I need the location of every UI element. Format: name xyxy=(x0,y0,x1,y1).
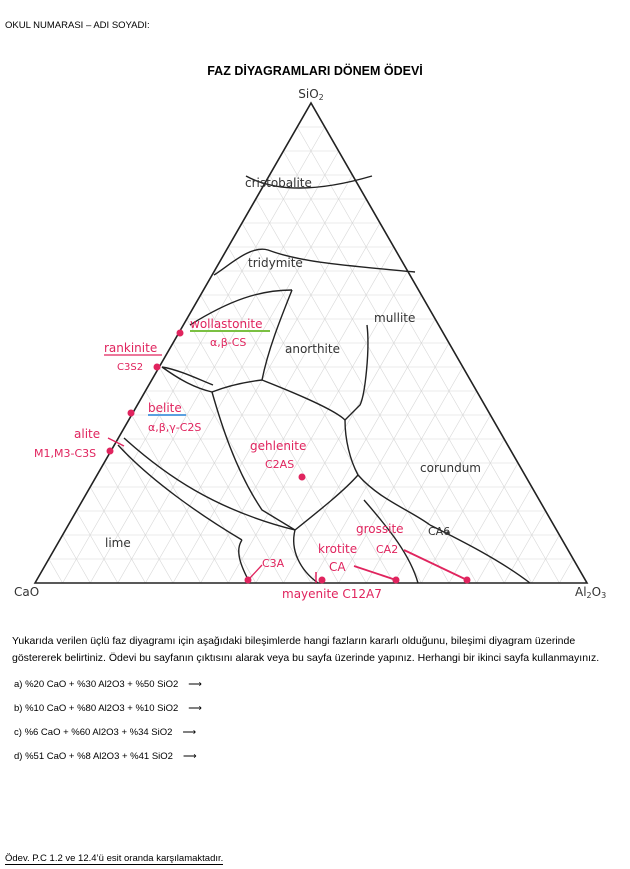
phase-boundaries xyxy=(117,175,531,584)
label-rankinite-sub: C3S2 xyxy=(117,362,143,373)
label-belite-sub: α,β,γ-C2S xyxy=(148,421,201,434)
label-wollastonite: wollastonite xyxy=(190,317,263,331)
label-ca2: CA2 xyxy=(376,543,398,556)
ca-line xyxy=(353,565,397,581)
label-alite: alite xyxy=(74,427,100,441)
question-c: c) %6 CaO + %60 Al2O3 + %34 SiO2 ⟶ xyxy=(14,727,197,738)
ternary-phase-diagram: SiO2 CaO Al2O3 cristobalite tridymite mu… xyxy=(14,87,606,601)
label-c3a: C3A xyxy=(262,557,285,570)
question-b: b) %10 CaO + %80 Al2O3 + %10 SiO2 ⟶ xyxy=(14,703,202,714)
diagram-grid xyxy=(48,126,574,583)
label-belite: belite xyxy=(148,401,182,415)
label-rankinite: rankinite xyxy=(104,341,157,355)
label-ca: CA xyxy=(329,560,346,574)
vertex-label-cao: CaO xyxy=(14,585,39,599)
point-ca6 xyxy=(446,531,450,535)
point-c3a xyxy=(244,576,252,584)
label-krotite: krotite xyxy=(318,542,357,556)
point-gehlenite xyxy=(298,473,306,481)
label-grossite: grossite xyxy=(356,522,404,536)
point-mayenite xyxy=(318,576,326,584)
question-d: d) %51 CaO + %8 Al2O3 + %41 SiO2 ⟶ xyxy=(14,751,197,762)
phase-corundum: corundum xyxy=(420,461,481,475)
point-belite xyxy=(127,409,135,417)
label-gehlenite: gehlenite xyxy=(250,439,306,453)
label-mayenite: mayenite C12A7 xyxy=(282,587,382,601)
label-gehlenite-sub: C2AS xyxy=(265,458,294,471)
phase-anorthite: anorthite xyxy=(285,342,340,356)
ca2-line xyxy=(403,549,468,581)
diagram-triangle xyxy=(33,101,589,584)
label-alite-sub: M1,M3-C3S xyxy=(34,447,96,460)
c3a-arrow xyxy=(249,564,263,579)
point-alite xyxy=(106,447,114,455)
alite-arrow xyxy=(107,437,125,447)
page-title: FAZ DİYAGRAMLARI DÖNEM ÖDEVİ xyxy=(207,64,423,78)
point-rankinite xyxy=(153,363,161,371)
point-ca xyxy=(392,576,400,584)
vertex-label-sio2: SiO2 xyxy=(298,87,324,102)
phase-tridymite: tridymite xyxy=(248,256,303,270)
instructions-paragraph: Yukarıda verilen üçlü faz diyagramı için… xyxy=(12,635,600,664)
label-wollastonite-sub: α,β-CS xyxy=(210,336,246,349)
phase-lime: lime xyxy=(105,536,131,550)
label-ca6: CA6 xyxy=(428,525,450,538)
question-a: a) %20 CaO + %30 Al2O3 + %50 SiO2 ⟶ xyxy=(14,679,202,690)
vertex-label-al2o3: Al2O3 xyxy=(575,585,606,600)
footer-note: Ödev. P.C 1.2 ve 12.4’ü esit oranda karş… xyxy=(5,853,224,865)
point-ca2 xyxy=(463,576,471,584)
point-wollastonite xyxy=(176,329,184,337)
student-field-label: OKUL NUMARASI – ADI SOYADI: xyxy=(5,20,150,31)
phase-mullite: mullite xyxy=(374,311,415,325)
phase-cristobalite: cristobalite xyxy=(245,176,312,190)
